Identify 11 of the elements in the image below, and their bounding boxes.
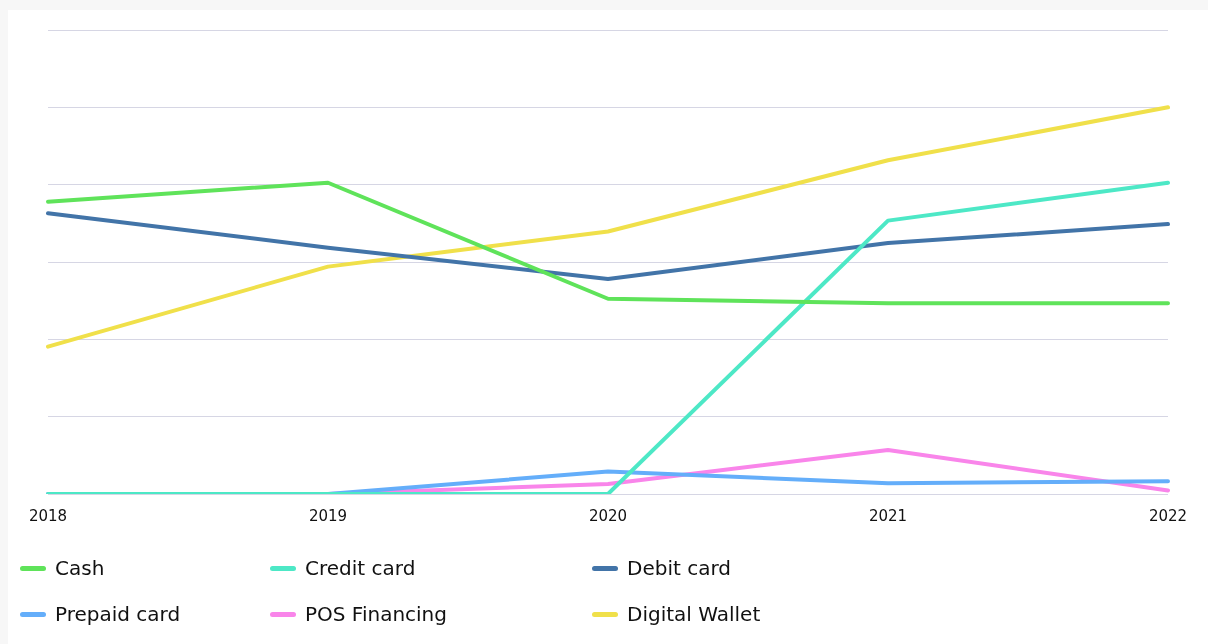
x-tick-label: 2022 bbox=[1148, 506, 1188, 525]
legend-label: Credit card bbox=[305, 556, 416, 580]
legend-label: POS Financing bbox=[305, 602, 447, 626]
legend-label: Cash bbox=[55, 556, 105, 580]
x-tick-label: 2019 bbox=[308, 506, 348, 525]
legend-label: Prepaid card bbox=[55, 602, 181, 626]
legend-label: Debit card bbox=[627, 556, 731, 580]
legend-label: Digital Wallet bbox=[627, 602, 761, 626]
x-tick-label: 2020 bbox=[588, 506, 628, 525]
x-tick-label: 2018 bbox=[28, 506, 68, 525]
x-tick-label: 2021 bbox=[868, 506, 908, 525]
